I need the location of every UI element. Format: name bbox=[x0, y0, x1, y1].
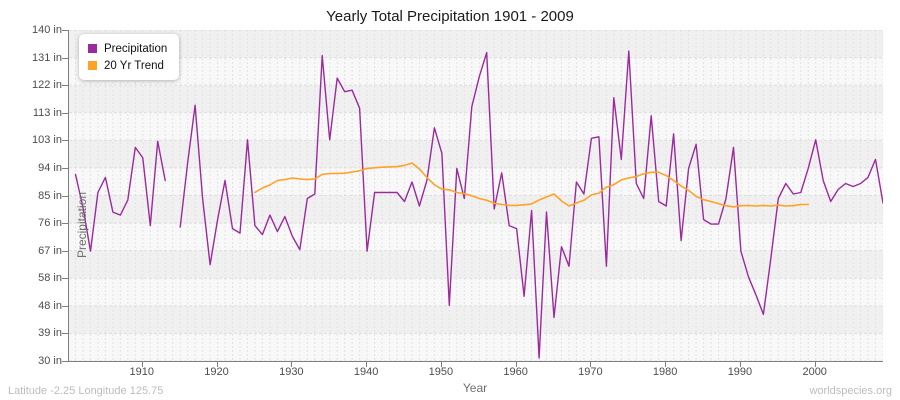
plot-band bbox=[69, 167, 883, 196]
x-tick-mark bbox=[366, 362, 368, 367]
footer-site-link: worldspecies.org bbox=[809, 385, 892, 397]
y-tick-mark bbox=[62, 333, 68, 335]
x-tick-label: 1980 bbox=[652, 366, 678, 378]
plot-band bbox=[69, 250, 883, 279]
y-tick-label: 94 in bbox=[38, 161, 62, 174]
legend-label: 20 Yr Trend bbox=[104, 59, 164, 72]
plot-area: Precipitation 20 Yr Trend Precipitation bbox=[68, 30, 883, 362]
y-tick-label: 140 in bbox=[32, 24, 62, 36]
plot-band bbox=[69, 305, 883, 334]
plot-band bbox=[69, 140, 883, 168]
x-tick-mark bbox=[141, 362, 143, 367]
plot-band bbox=[69, 333, 883, 361]
legend-label: Precipitation bbox=[104, 42, 168, 55]
x-tick-mark bbox=[515, 362, 517, 367]
x-tick-label: 2000 bbox=[802, 366, 827, 378]
y-tick-mark bbox=[62, 250, 68, 252]
x-tick-label: 1950 bbox=[428, 366, 454, 378]
x-axis-label: Year bbox=[462, 381, 488, 395]
x-tick-label: 1970 bbox=[578, 366, 603, 378]
plot-band bbox=[69, 195, 883, 224]
x-tick-mark bbox=[665, 362, 667, 367]
y-tick-label: 39 in bbox=[38, 327, 62, 340]
legend-swatch-icon bbox=[88, 61, 97, 70]
y-tick-label: 113 in bbox=[32, 106, 62, 119]
y-tick-mark bbox=[62, 361, 68, 362]
y-tick-label: 122 in bbox=[32, 79, 62, 92]
y-tick-mark bbox=[62, 85, 68, 87]
y-tick-label: 85 in bbox=[38, 189, 62, 202]
x-tick-label: 1930 bbox=[279, 366, 304, 378]
y-tick-label: 48 in bbox=[38, 299, 62, 312]
footer-coordinates: Latitude -2.25 Longitude 125.75 bbox=[8, 385, 164, 397]
y-tick-mark bbox=[62, 57, 68, 59]
y-tick-mark bbox=[62, 112, 68, 114]
x-tick-mark bbox=[590, 362, 592, 367]
series-line-20-yr-trend bbox=[254, 162, 809, 208]
y-tick-mark bbox=[62, 278, 68, 280]
x-tick-label: 1960 bbox=[503, 366, 528, 378]
x-tick-label: 1920 bbox=[204, 366, 229, 378]
legend-item: 20 Yr Trend bbox=[88, 57, 167, 74]
x-tick-label: 1910 bbox=[129, 366, 155, 378]
y-tick-mark bbox=[62, 223, 68, 225]
x-tick-mark bbox=[216, 362, 218, 367]
y-tick-mark bbox=[62, 305, 68, 307]
legend-swatch-icon bbox=[88, 44, 97, 53]
x-tick-label: 1990 bbox=[727, 366, 753, 378]
plot-band bbox=[69, 30, 883, 58]
y-tick-mark bbox=[62, 140, 68, 142]
y-tick-label: 76 in bbox=[38, 217, 62, 230]
y-tick-mark bbox=[62, 167, 68, 169]
plot-canvas bbox=[69, 30, 883, 361]
y-tick-label: 131 in bbox=[32, 51, 62, 64]
y-tick-mark bbox=[62, 195, 68, 197]
x-tick-mark bbox=[291, 362, 293, 367]
chart-title: Yearly Total Precipitation 1901 - 2009 bbox=[326, 8, 574, 25]
plot-band bbox=[69, 223, 883, 251]
x-tick-mark bbox=[814, 362, 816, 367]
y-tick-label: 58 in bbox=[38, 272, 62, 285]
y-tick-label: 30 in bbox=[38, 355, 62, 367]
x-tick-mark bbox=[440, 362, 442, 367]
y-tick-label: 67 in bbox=[38, 244, 62, 257]
y-axis-label: Precipitation bbox=[75, 191, 89, 259]
x-tick-label: 1940 bbox=[353, 366, 379, 378]
y-tick-mark bbox=[62, 30, 68, 31]
series-line-precipitation bbox=[74, 50, 883, 359]
x-tick-mark bbox=[739, 362, 741, 367]
plot-band bbox=[69, 278, 883, 306]
plot-band bbox=[69, 112, 883, 141]
plot-band bbox=[69, 57, 883, 86]
y-tick-label: 103 in bbox=[32, 134, 62, 147]
legend: Precipitation 20 Yr Trend bbox=[79, 34, 180, 80]
legend-item: Precipitation bbox=[88, 40, 167, 57]
